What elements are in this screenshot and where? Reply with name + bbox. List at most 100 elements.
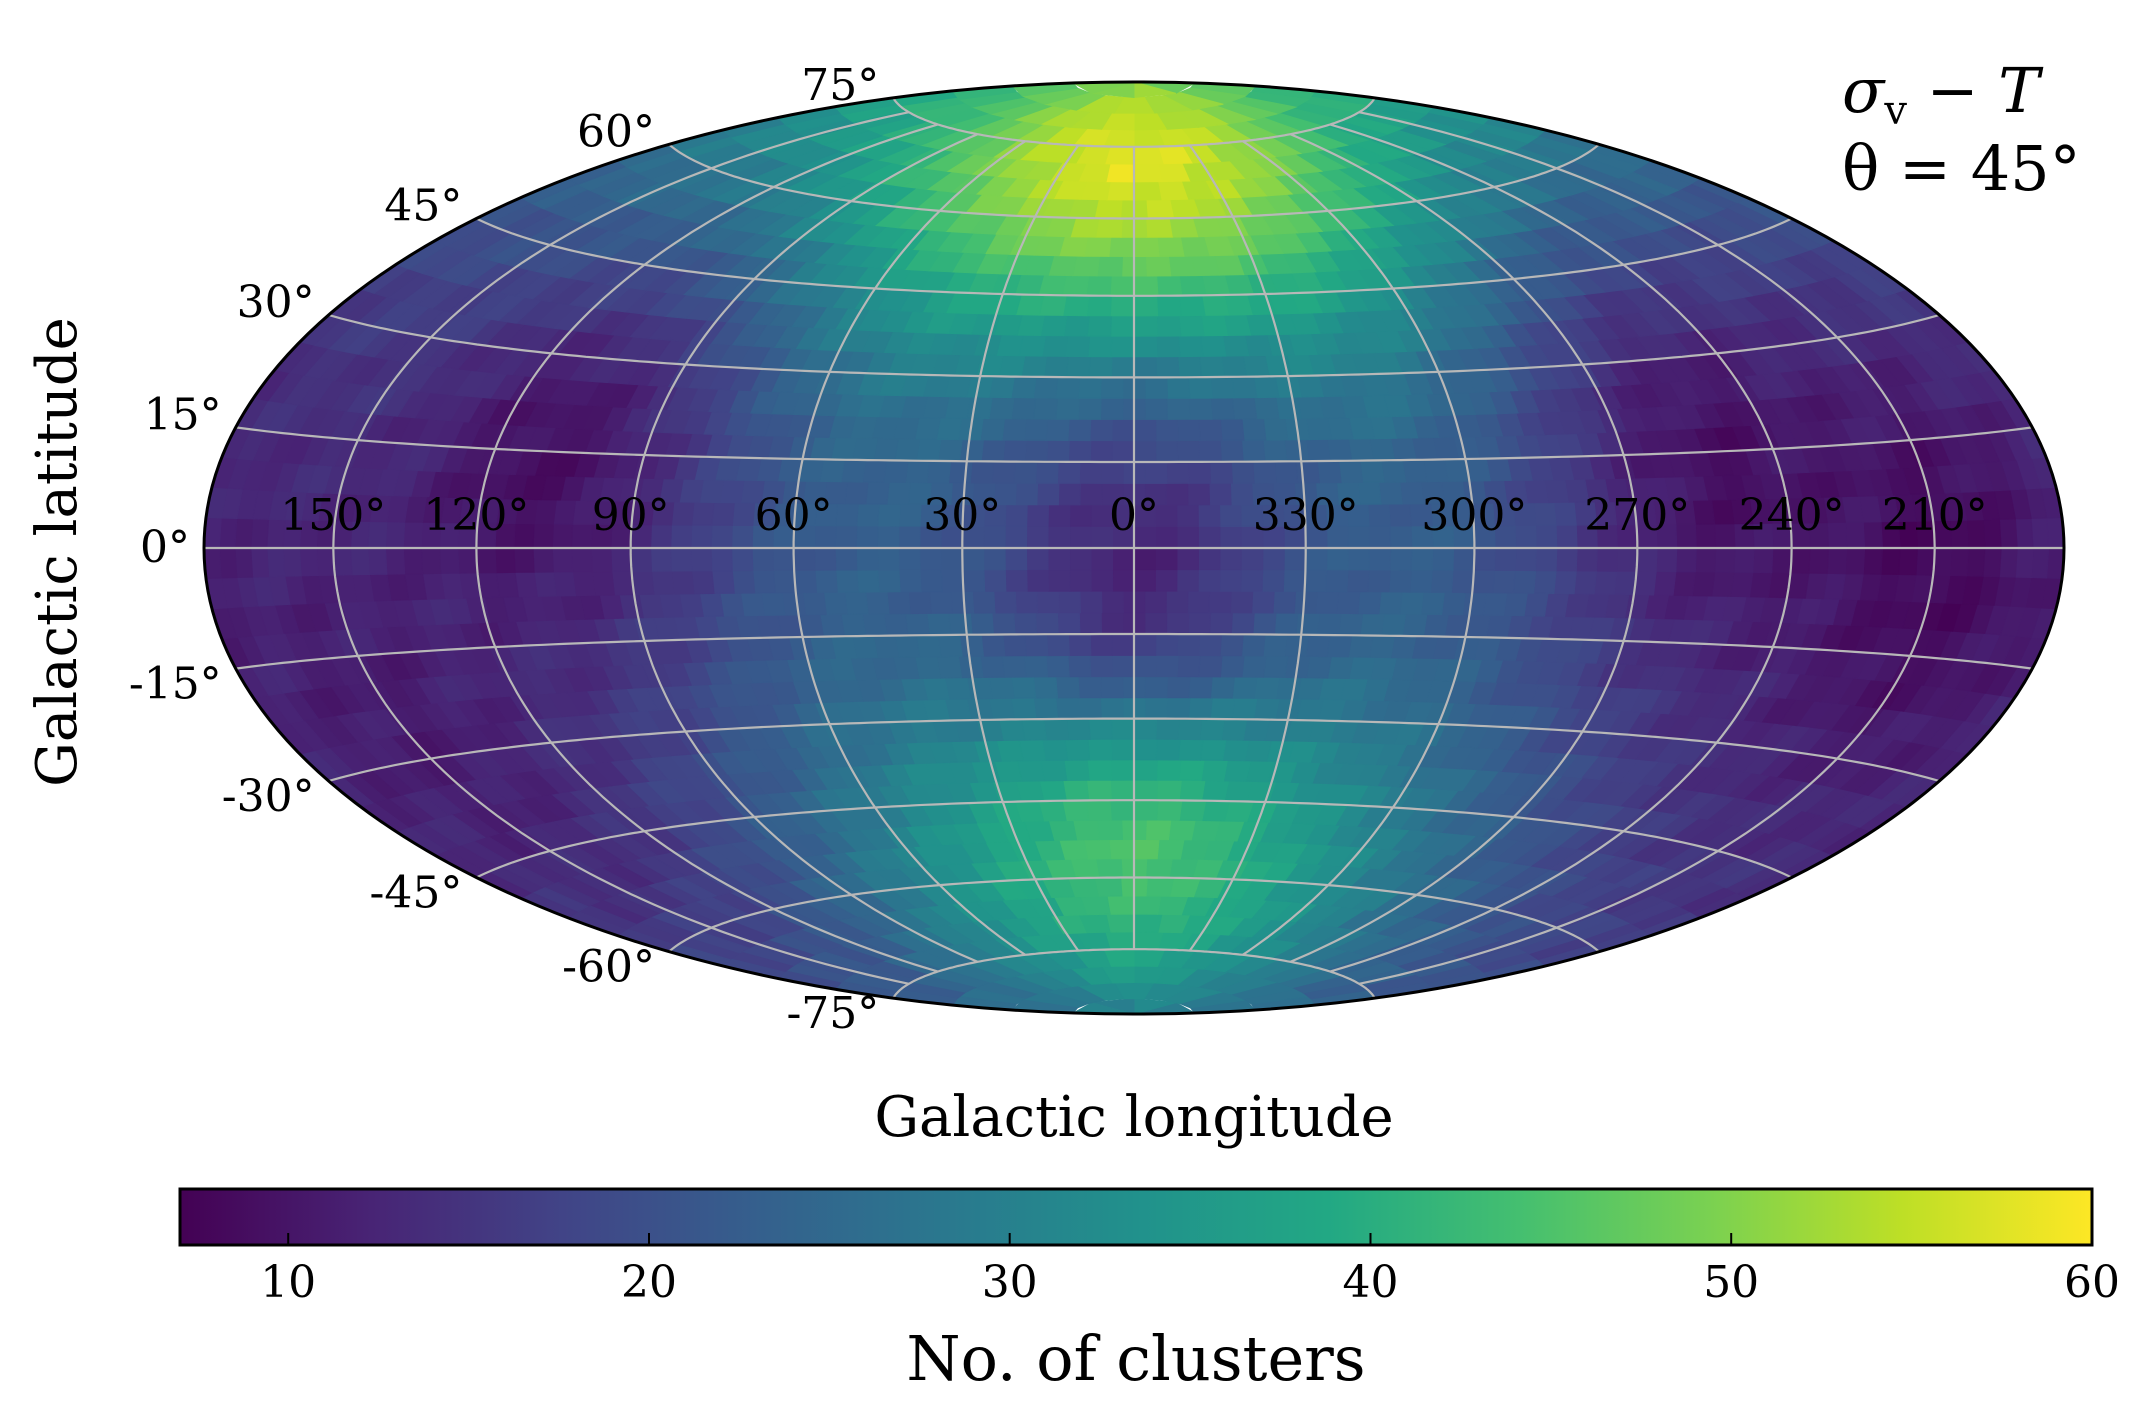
heatmap-cell bbox=[937, 634, 963, 658]
heatmap-cell bbox=[1242, 718, 1270, 742]
heatmap-cell bbox=[204, 547, 222, 580]
heatmap-cell bbox=[1880, 547, 1901, 576]
heatmap-cell bbox=[1295, 460, 1320, 484]
heatmap-cell bbox=[1020, 355, 1048, 378]
heatmap-cell bbox=[1471, 569, 1496, 594]
heatmap-cell bbox=[1105, 163, 1135, 183]
heatmap-cell bbox=[1201, 274, 1231, 296]
heatmap-cell bbox=[1862, 521, 1884, 549]
heatmap-cell bbox=[1523, 592, 1549, 617]
heatmap-cell bbox=[1982, 547, 2002, 578]
heatmap-cell bbox=[1133, 418, 1157, 442]
parallel-line bbox=[475, 799, 1793, 879]
heatmap-cell bbox=[1144, 376, 1169, 399]
heatmap-cell bbox=[937, 438, 963, 462]
heatmap-cell bbox=[835, 503, 859, 527]
heatmap-cell bbox=[572, 571, 596, 597]
heatmap-cell bbox=[1145, 858, 1173, 879]
heatmap-cell bbox=[894, 634, 921, 658]
heatmap-cell bbox=[1327, 416, 1354, 440]
heatmap-cell bbox=[731, 524, 754, 549]
heatmap-cell bbox=[1441, 591, 1466, 616]
heatmap-cell bbox=[1262, 547, 1285, 571]
heatmap-cell bbox=[1156, 295, 1182, 317]
heatmap-cell bbox=[1347, 634, 1374, 658]
heatmap-cell bbox=[315, 547, 336, 577]
heatmap-cell bbox=[1898, 547, 1919, 576]
heatmap-cell bbox=[1533, 570, 1557, 595]
heatmap-cell bbox=[1378, 591, 1403, 615]
heatmap-cell bbox=[1133, 547, 1156, 571]
heatmap-cell bbox=[1156, 236, 1185, 257]
heatmap-cell bbox=[1493, 547, 1517, 572]
heatmap-cell bbox=[1145, 876, 1175, 897]
heatmap-cell bbox=[1367, 503, 1391, 527]
heatmap-cell bbox=[844, 481, 869, 505]
x-axis-label: Galactic longitude bbox=[874, 1085, 1393, 1150]
heatmap-cell bbox=[802, 591, 827, 616]
latitude-tick-label: -30° bbox=[222, 771, 315, 822]
heatmap-cell bbox=[883, 459, 909, 483]
heatmap-cell bbox=[904, 612, 930, 636]
heatmap-cell bbox=[950, 590, 975, 614]
heatmap-cell bbox=[1338, 460, 1364, 484]
heatmap-cell bbox=[1380, 459, 1407, 483]
heatmap-cell bbox=[969, 460, 995, 484]
heatmap-cell bbox=[1231, 676, 1258, 699]
heatmap-cell bbox=[1089, 654, 1113, 678]
heatmap-cell bbox=[1111, 418, 1135, 442]
heatmap-cell bbox=[1055, 397, 1080, 420]
heatmap-cell bbox=[532, 547, 554, 573]
heatmap-cell bbox=[1388, 569, 1412, 593]
heatmap-cell bbox=[1198, 654, 1223, 678]
heatmap-cell bbox=[1198, 439, 1222, 463]
heatmap-cell bbox=[1253, 697, 1280, 721]
heatmap-cell bbox=[1367, 569, 1391, 593]
heatmap-cell bbox=[1099, 397, 1124, 420]
heatmap-cell bbox=[1231, 397, 1258, 420]
heatmap-cell bbox=[1166, 376, 1191, 399]
heatmap-cell bbox=[1401, 459, 1428, 483]
heatmap-cell bbox=[494, 547, 516, 574]
heatmap-cell bbox=[988, 676, 1015, 700]
heatmap-cell bbox=[856, 569, 880, 593]
heatmap-cell bbox=[1133, 236, 1160, 258]
heatmap-cell bbox=[1179, 839, 1210, 860]
heatmap-cell bbox=[898, 547, 921, 571]
heatmap-cell bbox=[1002, 633, 1027, 657]
heatmap-cell bbox=[861, 613, 888, 637]
colorbar-ticks: 10 20 30 40 50 60 bbox=[260, 1233, 2120, 1308]
heatmap-cell bbox=[781, 592, 807, 616]
heatmap-cell bbox=[630, 570, 655, 596]
heatmap-cell bbox=[1178, 274, 1207, 297]
heatmap-cell bbox=[1200, 314, 1229, 337]
heatmap-cell bbox=[1133, 633, 1157, 656]
heatmap-cell bbox=[1133, 779, 1159, 801]
heatmap-cell bbox=[591, 570, 615, 596]
heatmap-cell bbox=[1078, 612, 1103, 635]
heatmap-cell bbox=[1694, 523, 1717, 549]
heatmap-cell bbox=[1369, 634, 1396, 659]
heatmap-cell bbox=[1220, 718, 1248, 741]
heatmap-cell bbox=[1144, 590, 1167, 614]
heatmap-cell bbox=[1072, 255, 1101, 277]
heatmap-cell bbox=[1087, 738, 1113, 761]
heatmap-cell bbox=[1241, 633, 1266, 657]
heatmap-cell bbox=[719, 479, 745, 504]
heatmap-cell bbox=[1078, 461, 1103, 484]
heatmap-cell bbox=[1399, 481, 1424, 505]
heatmap-cell bbox=[1055, 676, 1080, 699]
latitude-tick-labels: 75° 60° 45° 30° 15° 0° -15° -30° -45° -60° -75° bbox=[129, 60, 879, 1039]
annotation-subscript: v bbox=[1883, 88, 1907, 134]
heatmap-cell bbox=[1112, 547, 1135, 571]
heatmap-cell bbox=[1086, 759, 1113, 781]
heatmap-cell bbox=[1461, 592, 1487, 616]
heatmap-cell bbox=[1222, 739, 1250, 762]
heatmap-cell bbox=[1244, 334, 1273, 357]
heatmap-cell bbox=[1283, 634, 1310, 657]
heatmap-cell bbox=[1201, 294, 1230, 316]
heatmap-cell bbox=[711, 501, 735, 526]
heatmap-cell bbox=[1219, 655, 1245, 678]
heatmap-cell bbox=[1168, 217, 1199, 238]
heatmap-cell bbox=[793, 569, 818, 594]
